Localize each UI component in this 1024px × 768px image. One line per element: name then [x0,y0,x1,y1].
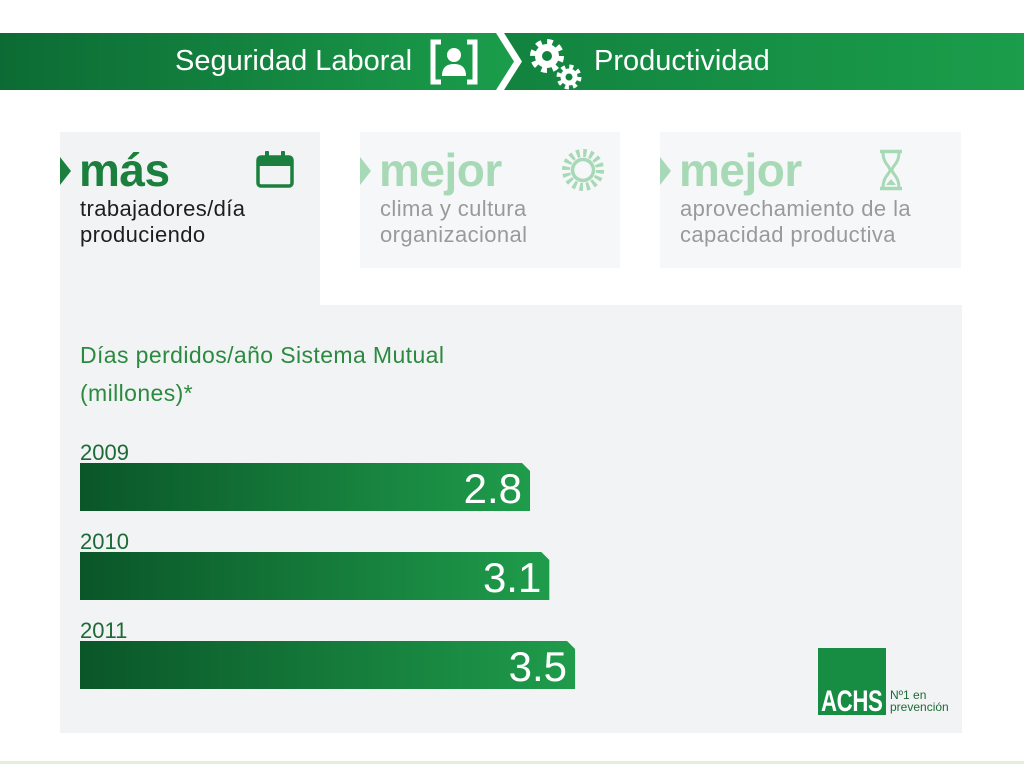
tab-heading: más [79,144,170,196]
bar-value-label: 3.1 [483,554,541,601]
bar [80,552,550,600]
logo-tagline: prevención [890,700,949,714]
tab-description-line: aprovechamiento de la [680,196,911,221]
arrow-right-icon [360,157,371,185]
bar-value-label: 3.5 [509,643,567,690]
chart-unit-label: (millones)* [80,380,194,406]
tab-mas-trabajadores[interactable]: más trabajadores/día produciendo [60,132,320,305]
sun-icon [562,149,604,191]
achs-logo: ACHS [818,648,886,715]
tab-description-line: capacidad productiva [680,222,896,247]
tab-heading: mejor [679,144,802,196]
bar-value-label: 2.8 [464,465,522,512]
footer-divider [0,761,1024,764]
tab-heading: mejor [379,144,502,196]
banner-step-productividad[interactable]: Productividad [504,33,1024,90]
logo-tagline: Nº1 en [890,688,927,702]
category-label: 2010 [80,529,129,554]
logo-wordmark: ACHS [821,685,883,716]
worker-badge-icon [430,39,478,85]
arrow-right-icon [60,157,71,185]
category-label: 2009 [80,440,129,465]
banner-step-label: Seguridad Laboral [175,45,413,77]
gears-icon [530,39,582,90]
tab-description-line: trabajadores/día [80,196,246,221]
calendar-icon [256,151,294,188]
banner-step-seguridad-laboral[interactable]: Seguridad Laboral [0,33,514,90]
tab-description-line: organizacional [380,222,528,247]
chart-title: Días perdidos/año Sistema Mutual [80,342,445,368]
bar-row: 2011 3.5 [80,618,576,690]
banner-step-label: Productividad [594,45,770,77]
tab-mejor-aprovechamiento[interactable]: mejor aprovechamiento de la capacidad pr… [660,132,961,268]
tab-description-line: produciendo [80,222,206,247]
bar [80,641,576,689]
hourglass-icon [880,149,902,191]
bar-row: 2009 2.8 [80,440,531,512]
category-label: 2011 [80,618,127,643]
bar-chart: 2009 2.8 2010 3.1 2011 3.5 [80,440,576,690]
arrow-right-icon [660,157,671,185]
tab-mejor-clima[interactable]: mejor clima y cultura organizacional [360,132,620,268]
bar-row: 2010 3.1 [80,529,550,601]
bar [80,463,531,511]
tab-description-line: clima y cultura [380,196,527,221]
